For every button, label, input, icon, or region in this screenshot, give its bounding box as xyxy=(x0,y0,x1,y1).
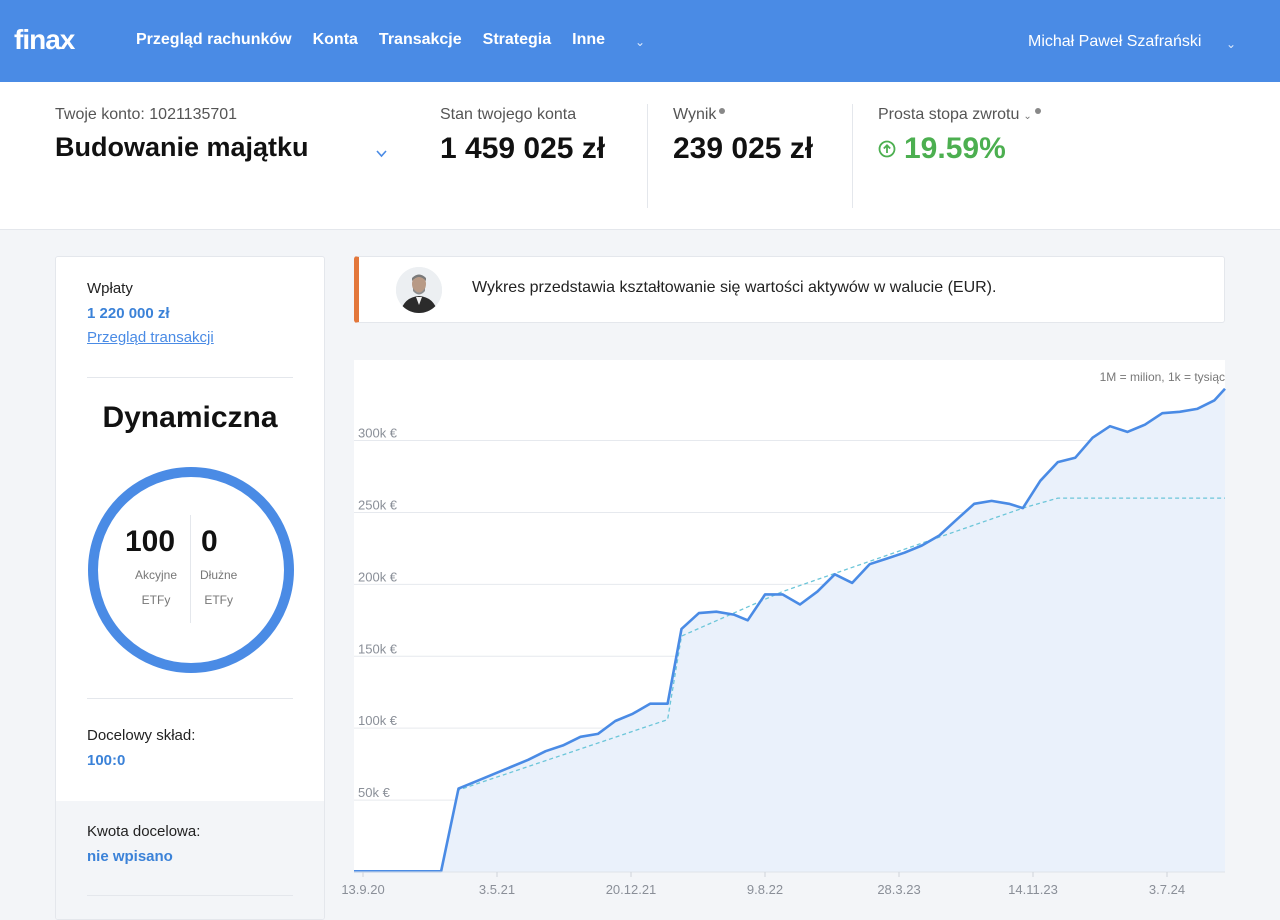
divider xyxy=(647,104,648,208)
series-line-value xyxy=(354,387,1226,873)
y-tick-label: 150k € xyxy=(358,641,398,656)
notice-text: Wykres przedstawia kształtowanie się war… xyxy=(472,279,997,296)
return-label: Prosta stopa zwrotu xyxy=(878,106,1020,123)
return-stat: Prosta stopa zwrotu ⌄ 19.59% xyxy=(878,106,1041,166)
balance-value: 1 459 025 zł xyxy=(440,132,606,165)
asset-value-chart: 1M = milion, 1k = tysiąc 50k € 100k € 150k… xyxy=(340,350,1240,920)
target-amount-value[interactable]: nie wpisano xyxy=(87,848,173,865)
target-composition-label: Docelowy skład: xyxy=(87,727,196,744)
x-tick-label: 9.8.22 xyxy=(747,882,783,897)
target-composition-value: 100:0 xyxy=(87,752,126,769)
account-summary: Twoje konto: 1021135701 Budowanie majątk… xyxy=(0,82,1280,230)
bond-label: Dłużne ETFy xyxy=(200,568,238,607)
deposits-label: Wpłaty xyxy=(87,280,133,297)
nav-account-overview[interactable]: Przegląd rachunków xyxy=(136,31,292,48)
y-tick-label: 100k € xyxy=(358,713,398,728)
nav-transactions[interactable]: Transakcje xyxy=(378,31,462,48)
divider xyxy=(87,895,293,896)
account-name[interactable]: Budowanie majątku xyxy=(55,132,309,162)
account-chevron-down-icon[interactable] xyxy=(376,148,387,159)
top-navigation: finax Przegląd rachunków Konta Transakcj… xyxy=(0,0,1280,82)
x-tick-label: 14.11.23 xyxy=(1008,882,1058,897)
nav-other[interactable]: Inne xyxy=(572,31,606,48)
finax-logo[interactable]: finax xyxy=(14,24,75,55)
strategy-name: Dynamiczna xyxy=(102,401,278,434)
target-amount-section: Kwota docelowa: nie wpisano xyxy=(56,801,324,919)
result-value: 239 025 zł xyxy=(673,132,814,165)
divider xyxy=(87,698,293,699)
user-menu-chevron-down-icon[interactable]: ⌄ xyxy=(1226,37,1237,51)
nav-strategy[interactable]: Strategia xyxy=(482,31,552,48)
y-tick-label: 250k € xyxy=(358,497,398,512)
equity-label: Akcyjne ETFy xyxy=(134,568,178,607)
person-avatar-icon xyxy=(396,267,442,313)
x-tick-label: 3.5.21 xyxy=(479,882,515,897)
account-number-label: Twoje konto: 1021135701 xyxy=(55,106,238,123)
divider xyxy=(852,104,853,208)
y-tick-label: 50k € xyxy=(358,785,391,800)
equity-value: 100 xyxy=(125,525,176,558)
balance-label: Stan twojego konta xyxy=(440,106,577,123)
chart-notice: Wykres przedstawia kształtowanie się war… xyxy=(354,256,1225,323)
allocation-ring xyxy=(88,467,294,673)
transactions-link[interactable]: Przegląd transakcji xyxy=(87,329,214,346)
x-tick-label: 28.3.23 xyxy=(877,882,920,897)
return-chevron-down-icon[interactable]: ⌄ xyxy=(1023,111,1032,122)
y-tick-label: 300k € xyxy=(358,426,398,441)
ring-divider xyxy=(190,515,191,623)
divider xyxy=(87,377,293,378)
deposits-value: 1 220 000 zł xyxy=(87,305,170,322)
nav-other-chevron-down-icon[interactable]: ⌄ xyxy=(635,35,646,49)
y-tick-label: 200k € xyxy=(358,569,398,584)
info-icon[interactable] xyxy=(719,108,726,114)
x-tick-label: 13.9.20 xyxy=(341,882,384,897)
bond-value: 0 xyxy=(201,525,218,558)
info-icon[interactable] xyxy=(1034,108,1041,114)
x-tick-label: 3.7.24 xyxy=(1149,882,1185,897)
main-nav: Przegląd rachunków Konta Transakcje Stra… xyxy=(136,31,605,49)
result-stat: Wynik 239 025 zł xyxy=(673,106,813,166)
portfolio-panel: Wpłaty 1 220 000 zł Przegląd transakcji … xyxy=(55,256,325,920)
arrow-up-circle-icon xyxy=(878,140,896,158)
return-value: 19.59% xyxy=(904,132,1006,165)
chart-svg[interactable]: 50k € 100k € 150k € 200k € 250k € 300k € 13.9.… xyxy=(340,350,1240,920)
nav-accounts[interactable]: Konta xyxy=(312,31,358,48)
result-label: Wynik xyxy=(673,106,717,123)
chart-unit-note: 1M = milion, 1k = tysiąc xyxy=(1099,370,1225,384)
avatar xyxy=(396,267,442,313)
user-menu[interactable]: Michał Paweł Szafrański xyxy=(1028,33,1202,50)
balance-stat: Stan twojego konta 1 459 025 zł xyxy=(440,106,605,166)
target-amount-label: Kwota docelowa: xyxy=(87,823,201,840)
x-tick-label: 20.12.21 xyxy=(606,882,657,897)
